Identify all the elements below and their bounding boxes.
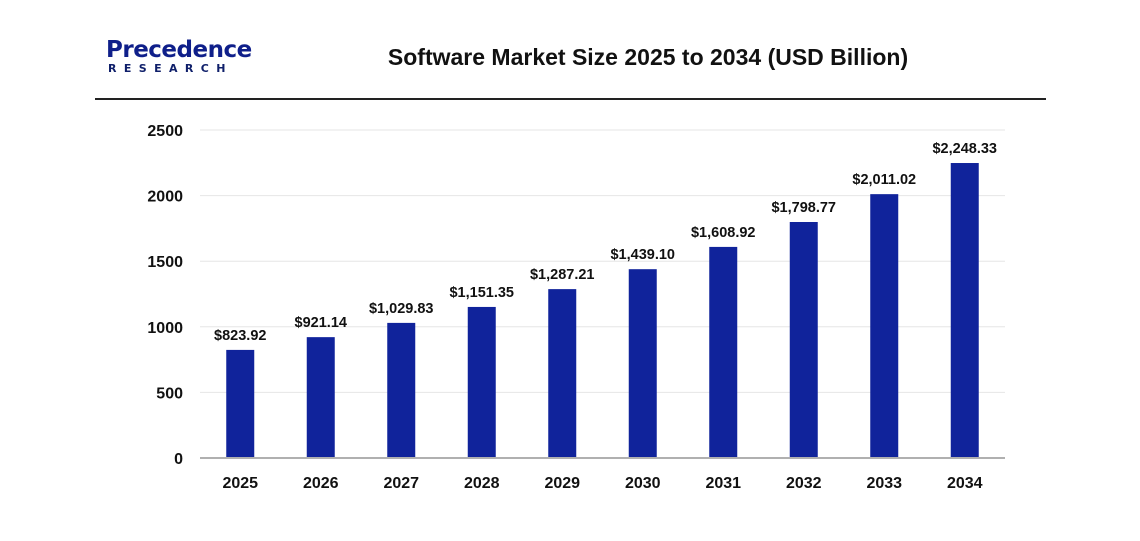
bar: [950, 163, 979, 458]
title-divider: [95, 98, 1046, 100]
data-label: $1,439.10: [610, 247, 675, 263]
bar: [226, 349, 255, 458]
x-tick-label: 2027: [383, 475, 419, 492]
data-label: $1,151.35: [449, 285, 514, 301]
x-tick-label: 2026: [303, 475, 339, 492]
data-label: $1,029.83: [369, 301, 434, 317]
logo: Precedence RESEARCH: [106, 38, 252, 75]
data-label: $2,011.02: [852, 172, 916, 188]
x-tick-label: 2032: [786, 475, 822, 492]
x-tick-label: 2031: [705, 475, 741, 492]
data-label: $2,248.33: [932, 141, 997, 157]
bar: [387, 322, 416, 458]
x-tick-label: 2029: [544, 475, 580, 492]
bar: [709, 246, 738, 458]
y-tick-label: 1000: [147, 320, 183, 337]
x-tick-label: 2025: [222, 475, 258, 492]
bar: [306, 337, 335, 458]
data-label: $823.92: [214, 328, 266, 344]
bar: [548, 289, 577, 458]
data-label: $1,608.92: [691, 225, 756, 241]
bar: [870, 194, 899, 458]
bar: [789, 222, 818, 458]
data-label: $921.14: [295, 315, 347, 331]
y-tick-label: 1500: [147, 254, 183, 271]
chart-title: Software Market Size 2025 to 2034 (USD B…: [387, 44, 909, 70]
x-tick-label: 2028: [464, 475, 500, 492]
data-label: $1,798.77: [771, 200, 836, 216]
y-tick-label: 500: [156, 385, 183, 402]
x-tick-label: 2033: [866, 475, 902, 492]
x-tick-label: 2034: [947, 475, 983, 492]
logo-line2: RESEARCH: [108, 62, 233, 75]
y-tick-label: 2500: [147, 123, 183, 140]
logo-line1: Precedence: [106, 37, 252, 63]
bar: [467, 306, 496, 458]
y-tick-label: 0: [174, 451, 183, 468]
data-label: $1,287.21: [530, 267, 595, 283]
x-tick-label: 2030: [625, 475, 661, 492]
y-tick-label: 2000: [147, 189, 183, 206]
bar: [628, 269, 657, 458]
